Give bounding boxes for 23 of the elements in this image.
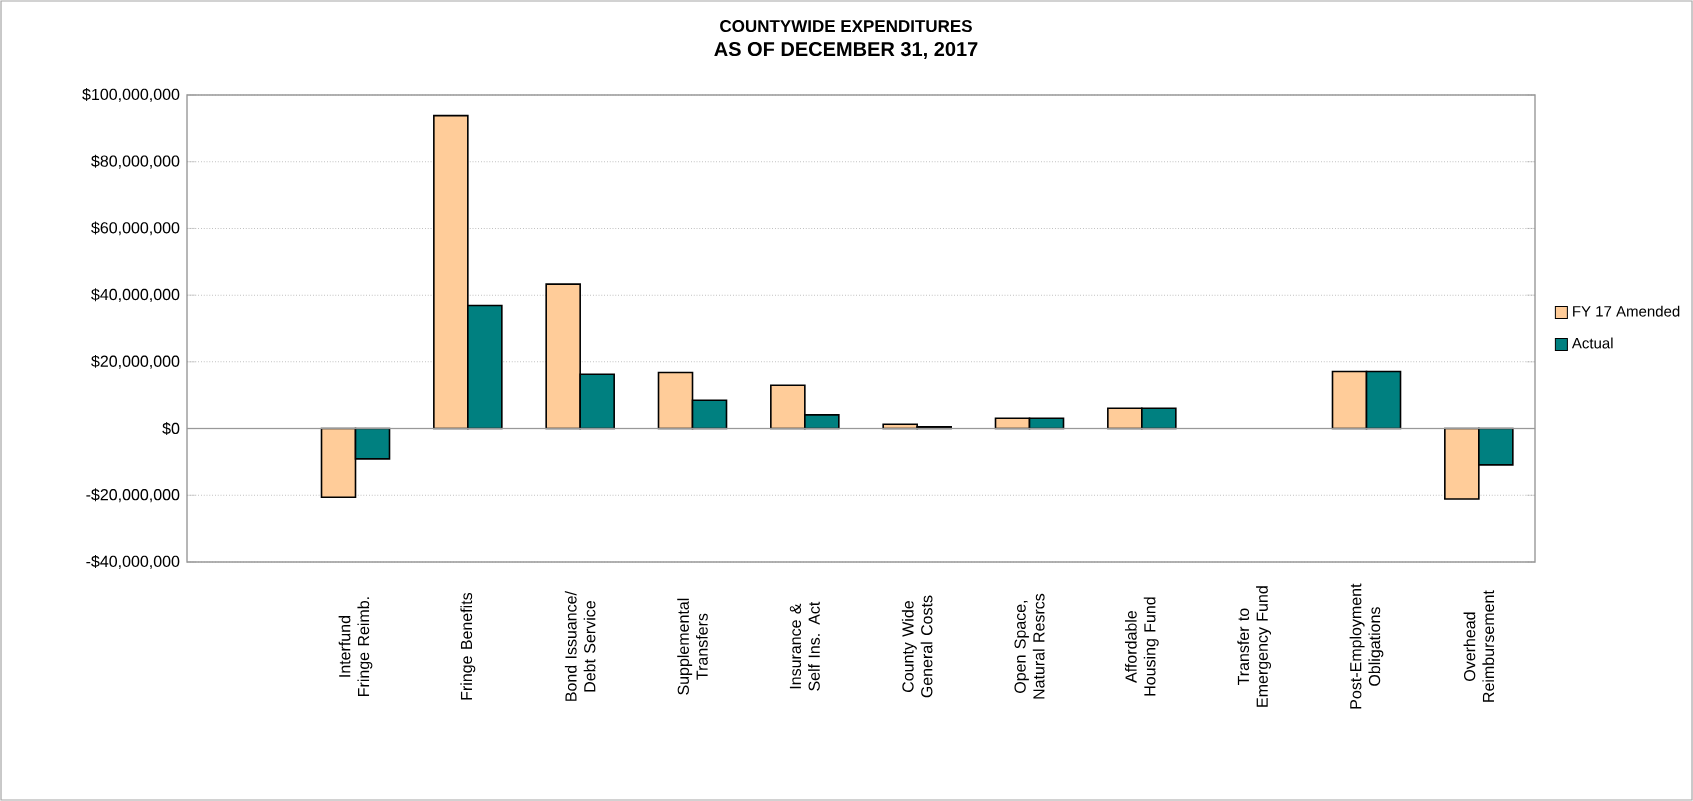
y-tick-label: $20,000,000 (91, 354, 180, 369)
legend-label: FY 17 Amended (1573, 305, 1680, 317)
x-tick-label: Overhead Reimbursement (1463, 590, 1495, 702)
chart-subtitle: AS OF DECEMBER 31, 2017 (714, 41, 978, 60)
x-tick-label: Transfer to Emergency Fund (1237, 586, 1272, 707)
x-tick-label: Supplemental Transfers (677, 598, 708, 695)
y-tick-label: $100,000,000 (82, 88, 180, 102)
y-tick-label: $0 (162, 422, 180, 436)
x-tick-label: County Wide General Costs (901, 595, 933, 698)
legend-label: Actual (1571, 337, 1613, 349)
x-tick-label: Open Space, Natural Resrcs (1014, 593, 1045, 699)
x-tick-label: Fringe Benefits (460, 592, 476, 700)
x-tick-label: Insurance & Self Ins. Act (789, 601, 820, 691)
x-tick-label: Post-Employment Obligations (1349, 583, 1384, 709)
x-tick-label: Bond Issuance/ Debt Service (564, 591, 596, 701)
y-tick-label: -$40,000,000 (86, 555, 180, 569)
x-tick-label: Interfund Fringe Reimb. (338, 597, 373, 696)
chart-title: COUNTYWIDE EXPENDITURES (720, 20, 972, 33)
y-tick-label: $60,000,000 (91, 221, 180, 236)
y-tick-label: $40,000,000 (91, 288, 180, 303)
y-tick-label: -$20,000,000 (86, 488, 180, 503)
x-tick-label: Affordable Housing Fund (1124, 597, 1159, 696)
y-tick-label: $80,000,000 (91, 154, 180, 169)
